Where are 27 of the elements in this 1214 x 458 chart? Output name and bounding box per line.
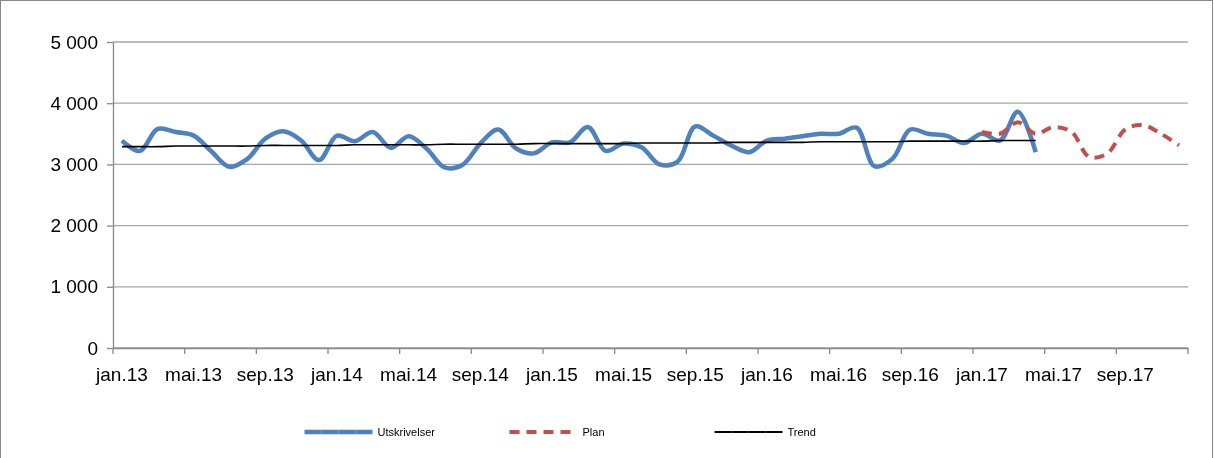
y-tick-label: 3 000 xyxy=(50,153,98,175)
x-tick-label: jan.13 xyxy=(95,364,148,386)
y-tick-label: 4 000 xyxy=(50,92,98,114)
x-tick-label: mai.16 xyxy=(810,364,868,386)
legend-label: Trend xyxy=(787,426,816,438)
x-tick-label: mai.13 xyxy=(165,364,223,386)
x-tick-label: jan.17 xyxy=(955,364,1008,386)
legend-label: Plan xyxy=(582,426,605,438)
x-tick-label: mai.17 xyxy=(1025,364,1083,386)
x-tick-label: sep.13 xyxy=(236,364,294,386)
legend-label: Utskrivelser xyxy=(377,426,436,438)
y-tick-label: 1 000 xyxy=(50,276,98,298)
line-series xyxy=(121,139,1037,148)
x-tick-label: jan.15 xyxy=(525,364,578,386)
y-tick-label: 5 000 xyxy=(50,31,98,53)
y-tick-label: 0 xyxy=(87,337,98,359)
x-tick-label: jan.14 xyxy=(310,364,364,386)
y-tick-label: 2 000 xyxy=(50,215,98,237)
x-tick-label: sep.14 xyxy=(451,364,510,386)
x-tick-label: sep.15 xyxy=(666,364,724,386)
x-tick-label: jan.16 xyxy=(740,364,793,386)
line-series xyxy=(119,109,1038,170)
line-series xyxy=(979,120,1182,160)
x-tick-label: sep.17 xyxy=(1096,364,1154,386)
x-tick-label: mai.14 xyxy=(380,364,438,386)
x-tick-label: mai.15 xyxy=(595,364,653,386)
x-tick-label: sep.16 xyxy=(881,364,939,386)
